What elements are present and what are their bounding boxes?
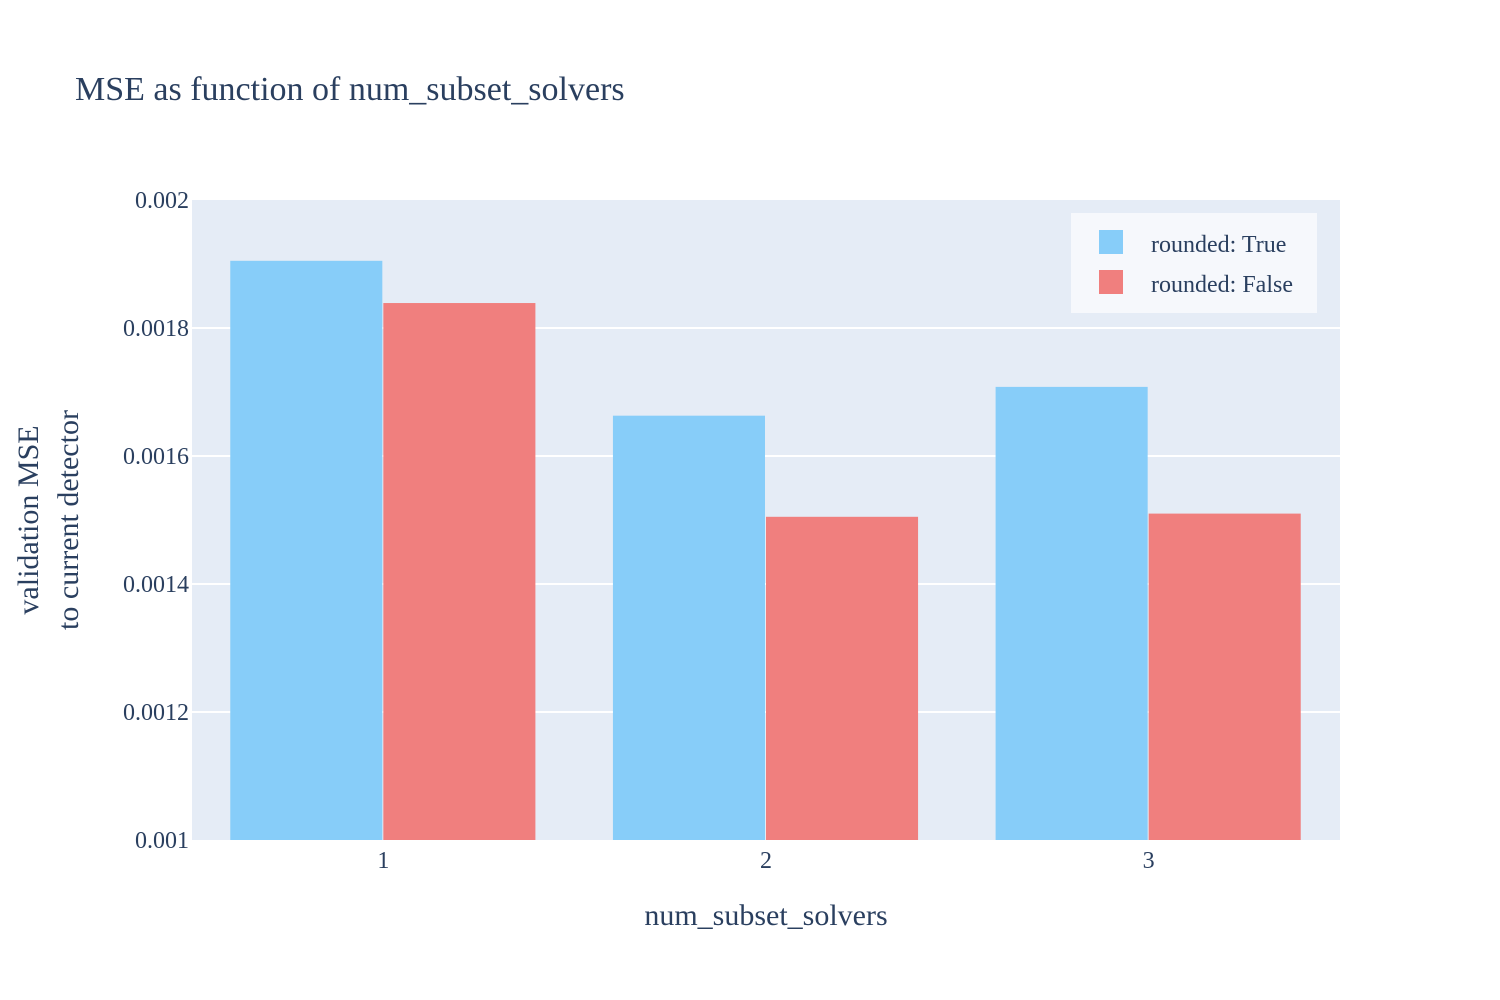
y-tick-label: 0.001	[135, 828, 189, 854]
x-axis-title: num_subset_solvers	[644, 899, 887, 932]
bar-rounded-false-3[interactable]	[1148, 513, 1301, 840]
y-tick-label: 0.0012	[123, 700, 189, 726]
bar-rounded-false-1[interactable]	[383, 303, 536, 840]
y-axis-ticks: 0.001 0.0012 0.0014 0.0016 0.0018 0.002	[123, 188, 189, 854]
x-tick-label: 1	[377, 848, 389, 874]
legend[interactable]: rounded: True rounded: False	[1071, 213, 1317, 313]
y-tick-label: 0.0016	[123, 444, 189, 470]
bar-rounded-false-2[interactable]	[766, 516, 919, 840]
legend-background	[1071, 213, 1317, 313]
legend-label[interactable]: rounded: True	[1151, 232, 1286, 258]
bar-rounded-true-1[interactable]	[230, 260, 383, 840]
legend-swatch[interactable]	[1099, 230, 1123, 254]
chart-title: MSE as function of num_subset_solvers	[75, 71, 625, 108]
x-tick-label: 2	[760, 848, 772, 874]
legend-swatch[interactable]	[1099, 270, 1123, 294]
bar-rounded-true-3[interactable]	[995, 386, 1148, 840]
legend-label[interactable]: rounded: False	[1151, 272, 1293, 298]
bars	[230, 260, 1301, 840]
bar-rounded-true-2[interactable]	[612, 415, 765, 840]
x-tick-label: 3	[1143, 848, 1155, 874]
y-tick-label: 0.0014	[123, 572, 189, 598]
x-axis-ticks: 1 2 3	[377, 848, 1154, 874]
y-tick-label: 0.002	[135, 188, 189, 214]
y-tick-label: 0.0018	[123, 316, 189, 342]
y-axis-title-line-1: validation MSE	[12, 425, 45, 614]
y-axis-title-line-2: to current detector	[52, 410, 85, 630]
